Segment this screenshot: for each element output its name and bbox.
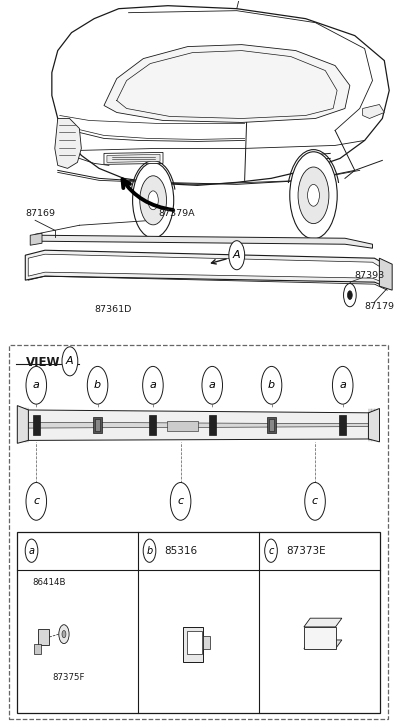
Polygon shape [104, 44, 349, 122]
Polygon shape [379, 258, 391, 290]
Text: 86414B: 86414B [32, 578, 66, 587]
FancyBboxPatch shape [182, 627, 203, 662]
Circle shape [62, 630, 66, 638]
FancyBboxPatch shape [93, 417, 102, 433]
Circle shape [297, 167, 328, 224]
Circle shape [59, 624, 69, 643]
Polygon shape [52, 6, 388, 185]
Circle shape [289, 152, 336, 239]
Circle shape [62, 347, 78, 376]
Circle shape [132, 163, 173, 238]
FancyBboxPatch shape [34, 643, 41, 654]
Polygon shape [28, 254, 381, 282]
Text: A: A [66, 356, 73, 366]
Text: 87379A: 87379A [158, 209, 194, 218]
Circle shape [26, 366, 47, 404]
Text: b: b [267, 380, 274, 390]
Text: 85316: 85316 [164, 546, 197, 555]
Text: c: c [177, 497, 183, 507]
Polygon shape [303, 640, 341, 648]
Circle shape [87, 366, 107, 404]
Circle shape [140, 176, 166, 225]
Circle shape [228, 241, 244, 270]
FancyBboxPatch shape [269, 419, 273, 431]
Text: A: A [232, 250, 240, 260]
Text: a: a [208, 380, 215, 390]
Circle shape [304, 483, 324, 521]
FancyBboxPatch shape [267, 417, 275, 433]
Polygon shape [367, 409, 379, 442]
Polygon shape [17, 406, 28, 443]
Text: 87375F: 87375F [52, 673, 84, 683]
Text: b: b [94, 380, 101, 390]
FancyBboxPatch shape [166, 421, 198, 431]
Text: VIEW: VIEW [26, 356, 61, 369]
Polygon shape [104, 153, 162, 164]
Circle shape [25, 539, 38, 562]
Circle shape [26, 483, 47, 521]
Polygon shape [362, 105, 383, 119]
Text: 87393: 87393 [354, 271, 384, 280]
Text: a: a [28, 546, 34, 555]
Text: a: a [149, 380, 156, 390]
Circle shape [332, 366, 352, 404]
Circle shape [261, 366, 281, 404]
Polygon shape [30, 233, 42, 245]
Text: 87169: 87169 [25, 209, 55, 218]
Circle shape [343, 284, 355, 307]
FancyBboxPatch shape [149, 415, 156, 435]
FancyBboxPatch shape [203, 635, 210, 648]
Polygon shape [303, 618, 341, 627]
Text: a: a [338, 380, 345, 390]
Polygon shape [28, 422, 367, 428]
Circle shape [143, 539, 156, 562]
Text: b: b [146, 546, 152, 555]
Text: 87373E: 87373E [286, 546, 325, 555]
Circle shape [170, 483, 190, 521]
Circle shape [346, 291, 351, 300]
FancyBboxPatch shape [338, 415, 345, 435]
FancyBboxPatch shape [38, 629, 49, 645]
Polygon shape [25, 250, 388, 288]
FancyBboxPatch shape [186, 631, 201, 654]
Circle shape [264, 539, 277, 562]
Polygon shape [55, 119, 81, 169]
Text: c: c [311, 497, 317, 507]
FancyBboxPatch shape [208, 415, 215, 435]
FancyBboxPatch shape [32, 415, 40, 435]
FancyBboxPatch shape [95, 419, 100, 431]
Circle shape [148, 191, 158, 210]
Circle shape [142, 366, 163, 404]
Polygon shape [107, 154, 160, 162]
Polygon shape [303, 627, 335, 648]
Circle shape [201, 366, 222, 404]
Text: 87179: 87179 [364, 302, 394, 311]
Polygon shape [35, 236, 372, 248]
Text: 87361D: 87361D [94, 305, 131, 314]
Text: a: a [33, 380, 40, 390]
Circle shape [307, 185, 319, 206]
Text: c: c [267, 546, 273, 555]
Text: c: c [33, 497, 39, 507]
Polygon shape [24, 410, 371, 441]
